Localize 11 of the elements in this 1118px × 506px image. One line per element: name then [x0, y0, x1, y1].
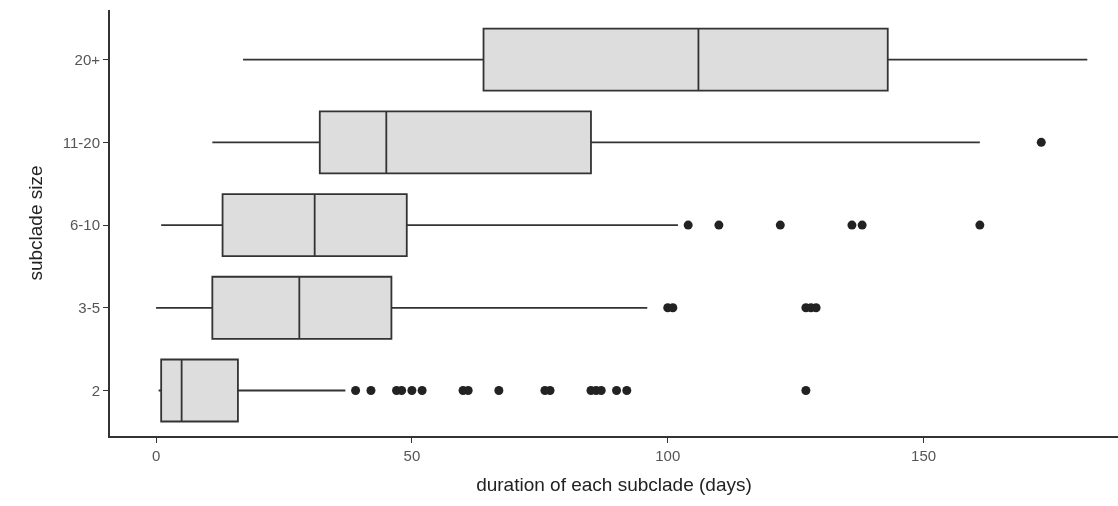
x-tick-label: 0 [151, 447, 161, 464]
y-tick-label: 6-10 [69, 216, 100, 234]
y-axis-title: subclade size [25, 165, 47, 281]
x-tick-label: 50 [403, 447, 421, 464]
x-axis-title: duration of each subclade (days) [476, 474, 752, 496]
x-tick-label: 100 [655, 447, 681, 464]
x-tick-label: 150 [911, 447, 937, 464]
y-tick-label: 20+ [74, 50, 101, 68]
y-tick-label: 11-20 [62, 133, 100, 151]
y-tick-label: 3-5 [78, 299, 100, 317]
y-tick-label: 2 [91, 381, 100, 399]
